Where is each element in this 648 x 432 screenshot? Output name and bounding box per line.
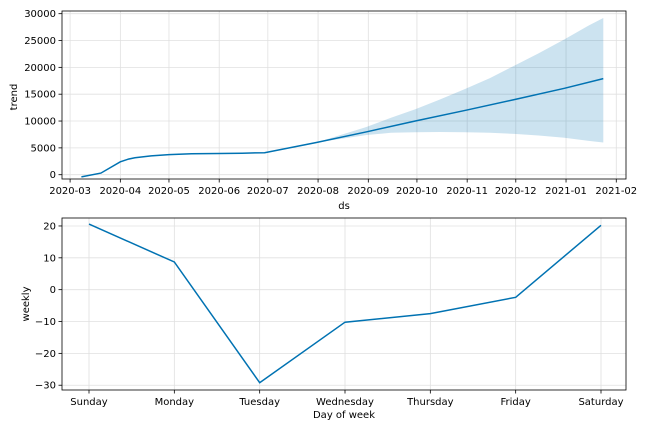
weekly-y-tick-label: −30 [35, 381, 56, 392]
weekly-y-tick-label: −20 [35, 349, 56, 360]
weekly-y-tick-label: 20 [43, 221, 56, 232]
weekly-line [88, 223, 602, 384]
weekly-x-tick-label: Saturday [578, 397, 623, 408]
trend-x-tick-label: 2020-10 [396, 186, 438, 197]
trend-x-tick-label: 2020-11 [446, 186, 488, 197]
trend-y-tick-label: 5000 [31, 143, 56, 154]
trend-y-axis-label: trend [9, 84, 20, 111]
weekly-x-axis-label: Day of week [313, 410, 375, 421]
weekly-panel: Sunday Monday Tuesday Wednesday Thursday Frid… [21, 217, 627, 421]
trend-uncertainty-band [264, 18, 604, 153]
weekly-x-tick-label: Monday [155, 397, 195, 408]
trend-y-tick-label: 30000 [24, 9, 56, 20]
weekly-y-tick-label: 0 [50, 285, 56, 296]
trend-x-tick-label: 2020-06 [198, 186, 240, 197]
trend-y-tick-label: 20000 [24, 63, 56, 74]
trend-x-tick-label: 2021-02 [595, 186, 637, 197]
weekly-y-ticks: 20 10 0 −10 −20 −30 [35, 221, 62, 392]
trend-x-ticks: 2020-03 2020-04 2020-05 2020-06 2020-07 2020-… [49, 179, 637, 197]
weekly-x-tick-label: Thursday [406, 397, 454, 408]
trend-x-tick-label: 2020-07 [247, 186, 289, 197]
trend-y-ticks: 0 5000 10000 15000 20000 25000 30000 [24, 9, 62, 181]
trend-x-tick-label: 2021-01 [545, 186, 587, 197]
trend-x-tick-label: 2020-05 [148, 186, 190, 197]
weekly-x-tick-label: Friday [501, 397, 531, 408]
trend-plot-frame [61, 10, 627, 180]
trend-y-tick-label: 25000 [24, 36, 56, 47]
trend-y-tick-label: 15000 [24, 90, 56, 101]
weekly-y-tick-label: 10 [43, 253, 56, 264]
trend-x-tick-label: 2020-09 [347, 186, 389, 197]
trend-x-tick-label: 2020-04 [99, 186, 141, 197]
weekly-y-tick-label: −10 [35, 317, 56, 328]
trend-y-tick-label: 0 [50, 170, 56, 181]
trend-x-tick-label: 2020-08 [297, 186, 339, 197]
weekly-y-axis-label: weekly [21, 286, 32, 321]
weekly-plot-frame [61, 217, 627, 391]
trend-x-axis-label: ds [338, 201, 350, 212]
trend-y-tick-label: 10000 [24, 117, 56, 128]
trend-panel: 2020-03 2020-04 2020-05 2020-06 2020-07 2020-… [9, 9, 637, 212]
weekly-x-tick-label: Wednesday [316, 397, 374, 408]
trend-x-tick-label: 2020-03 [49, 186, 91, 197]
weekly-x-ticks: Sunday Monday Tuesday Wednesday Thursday Frid… [70, 390, 624, 408]
trend-line [81, 77, 604, 178]
weekly-x-tick-label: Sunday [70, 397, 107, 408]
trend-gridlines [62, 11, 626, 179]
weekly-x-tick-label: Tuesday [238, 397, 280, 408]
trend-x-tick-label: 2020-12 [495, 186, 537, 197]
weekly-gridlines [62, 218, 626, 390]
